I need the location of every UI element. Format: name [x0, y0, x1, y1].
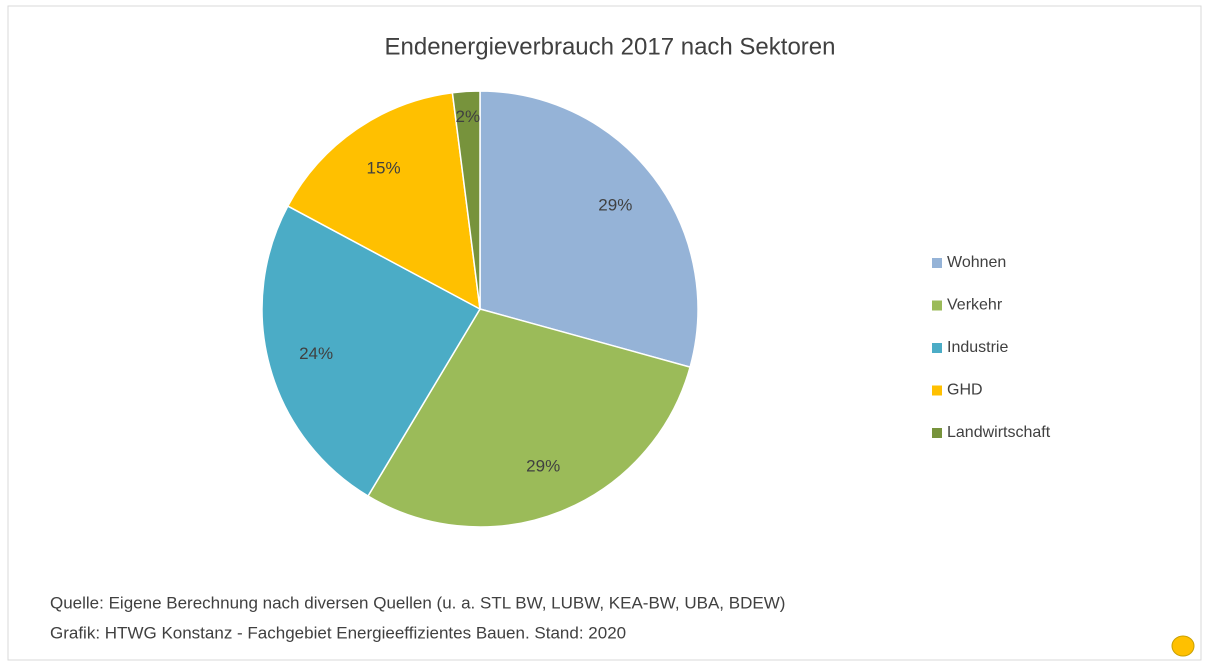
- pie-slice: [479, 90, 699, 369]
- pie-slice: [286, 91, 481, 311]
- data-label: 15%: [367, 158, 401, 177]
- pie-slice: [451, 90, 481, 310]
- data-label: 24%: [299, 344, 333, 363]
- legend-swatch: [932, 258, 942, 268]
- legend-label: Verkehr: [947, 297, 1003, 314]
- legend-swatch: [932, 385, 942, 396]
- pie-slice: [366, 308, 692, 528]
- legend-label: Industrie: [947, 339, 1008, 356]
- legend-swatch: [932, 300, 942, 311]
- legend-label: Landwirtschaft: [947, 424, 1051, 441]
- legend-swatch: [932, 343, 942, 353]
- chart-title: Endenergieverbrauch 2017 nach Sektoren: [385, 33, 836, 60]
- pie-slice: [261, 205, 482, 498]
- data-label: 29%: [526, 456, 560, 475]
- data-label: 2%: [456, 107, 481, 126]
- legend-label: Wohnen: [947, 254, 1006, 271]
- note: Quelle: Eigene Berechnung nach diversen …: [50, 593, 785, 612]
- note: Grafik: HTWG Konstanz - Fachgebiet Energ…: [50, 623, 626, 642]
- decor-dot: [1171, 635, 1195, 657]
- legend-label: GHD: [947, 382, 983, 399]
- data-label: 29%: [598, 196, 632, 215]
- legend-swatch: [932, 428, 942, 438]
